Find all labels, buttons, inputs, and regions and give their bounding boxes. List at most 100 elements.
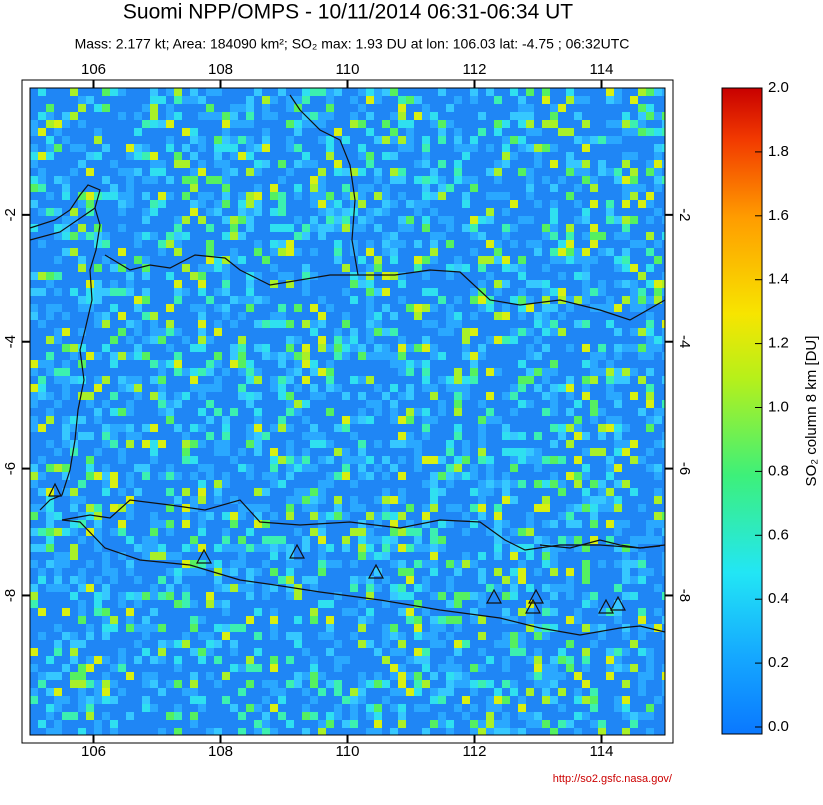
so2-cell xyxy=(646,320,654,328)
so2-cell xyxy=(158,200,166,208)
so2-cell xyxy=(150,656,158,664)
so2-cell xyxy=(622,632,630,640)
so2-cell xyxy=(558,688,566,696)
so2-cell xyxy=(230,648,238,656)
so2-cell xyxy=(638,560,646,568)
so2-cell xyxy=(158,472,166,480)
so2-cell xyxy=(302,352,310,360)
so2-cell xyxy=(230,352,238,360)
so2-cell xyxy=(510,552,518,560)
so2-cell xyxy=(326,472,334,480)
so2-cell xyxy=(614,584,622,592)
so2-cell xyxy=(558,104,566,112)
so2-cell xyxy=(462,640,470,648)
so2-cell xyxy=(230,408,238,416)
so2-cell xyxy=(158,360,166,368)
so2-cell xyxy=(150,360,158,368)
so2-cell xyxy=(606,416,614,424)
so2-cell xyxy=(486,528,494,536)
so2-cell xyxy=(206,512,214,520)
colorbar-tick-label: 0.4 xyxy=(768,590,789,607)
so2-cell xyxy=(38,392,46,400)
so2-cell xyxy=(510,336,518,344)
so2-cell xyxy=(422,176,430,184)
so2-cell xyxy=(334,712,342,720)
so2-cell xyxy=(174,368,182,376)
so2-cell xyxy=(366,208,374,216)
y-tick-label: -4 xyxy=(2,335,19,348)
so2-cell xyxy=(518,328,526,336)
so2-cell xyxy=(422,656,430,664)
so2-cell xyxy=(142,312,150,320)
so2-cell xyxy=(30,664,38,672)
so2-cell xyxy=(158,576,166,584)
so2-cell xyxy=(214,440,222,448)
so2-cell xyxy=(190,128,198,136)
so2-cell xyxy=(622,160,630,168)
so2-cell xyxy=(662,352,665,360)
so2-cell xyxy=(446,584,454,592)
so2-cell xyxy=(270,656,278,664)
so2-cell xyxy=(134,624,142,632)
so2-cell xyxy=(470,560,478,568)
so2-cell xyxy=(94,656,102,664)
so2-cell xyxy=(246,424,254,432)
so2-cell xyxy=(614,464,622,472)
so2-cell xyxy=(62,184,70,192)
so2-cell xyxy=(646,464,654,472)
so2-cell xyxy=(398,680,406,688)
so2-cell xyxy=(558,328,566,336)
so2-cell xyxy=(30,512,38,520)
so2-cell xyxy=(238,624,246,632)
so2-cell xyxy=(174,216,182,224)
so2-cell xyxy=(86,512,94,520)
so2-cell xyxy=(550,544,558,552)
so2-cell xyxy=(326,616,334,624)
so2-cell xyxy=(302,88,310,96)
so2-cell xyxy=(286,456,294,464)
so2-cell xyxy=(510,296,518,304)
so2-cell xyxy=(142,624,150,632)
so2-cell xyxy=(374,584,382,592)
so2-cell xyxy=(630,216,638,224)
so2-cell xyxy=(270,472,278,480)
so2-cell xyxy=(230,568,238,576)
so2-cell xyxy=(46,352,54,360)
so2-cell xyxy=(358,696,366,704)
so2-cell xyxy=(446,688,454,696)
so2-cell xyxy=(422,432,430,440)
so2-cell xyxy=(310,112,318,120)
so2-cell xyxy=(526,304,534,312)
so2-cell xyxy=(342,456,350,464)
so2-cell xyxy=(374,88,382,96)
so2-cell xyxy=(646,416,654,424)
volcano xyxy=(609,595,627,611)
so2-cell xyxy=(286,120,294,128)
so2-cell xyxy=(534,248,542,256)
so2-cell xyxy=(286,168,294,176)
so2-cell xyxy=(174,640,182,648)
so2-cell xyxy=(254,208,262,216)
so2-cell xyxy=(390,536,398,544)
so2-cell xyxy=(94,448,102,456)
so2-cell xyxy=(214,176,222,184)
x-tick-label: 106 xyxy=(81,61,106,78)
so2-cell xyxy=(198,480,206,488)
so2-cell xyxy=(510,640,518,648)
so2-cell xyxy=(462,560,470,568)
so2-cell xyxy=(614,280,622,288)
so2-cell xyxy=(86,296,94,304)
so2-cell xyxy=(398,272,406,280)
so2-cell xyxy=(366,296,374,304)
so2-cell xyxy=(550,408,558,416)
so2-cell xyxy=(494,552,502,560)
so2-cell xyxy=(454,128,462,136)
so2-cell xyxy=(358,528,366,536)
so2-cell xyxy=(374,96,382,104)
so2-cell xyxy=(326,376,334,384)
so2-cell xyxy=(310,616,318,624)
so2-cell xyxy=(470,680,478,688)
so2-cell xyxy=(398,688,406,696)
so2-cell xyxy=(574,320,582,328)
so2-cell xyxy=(158,552,166,560)
